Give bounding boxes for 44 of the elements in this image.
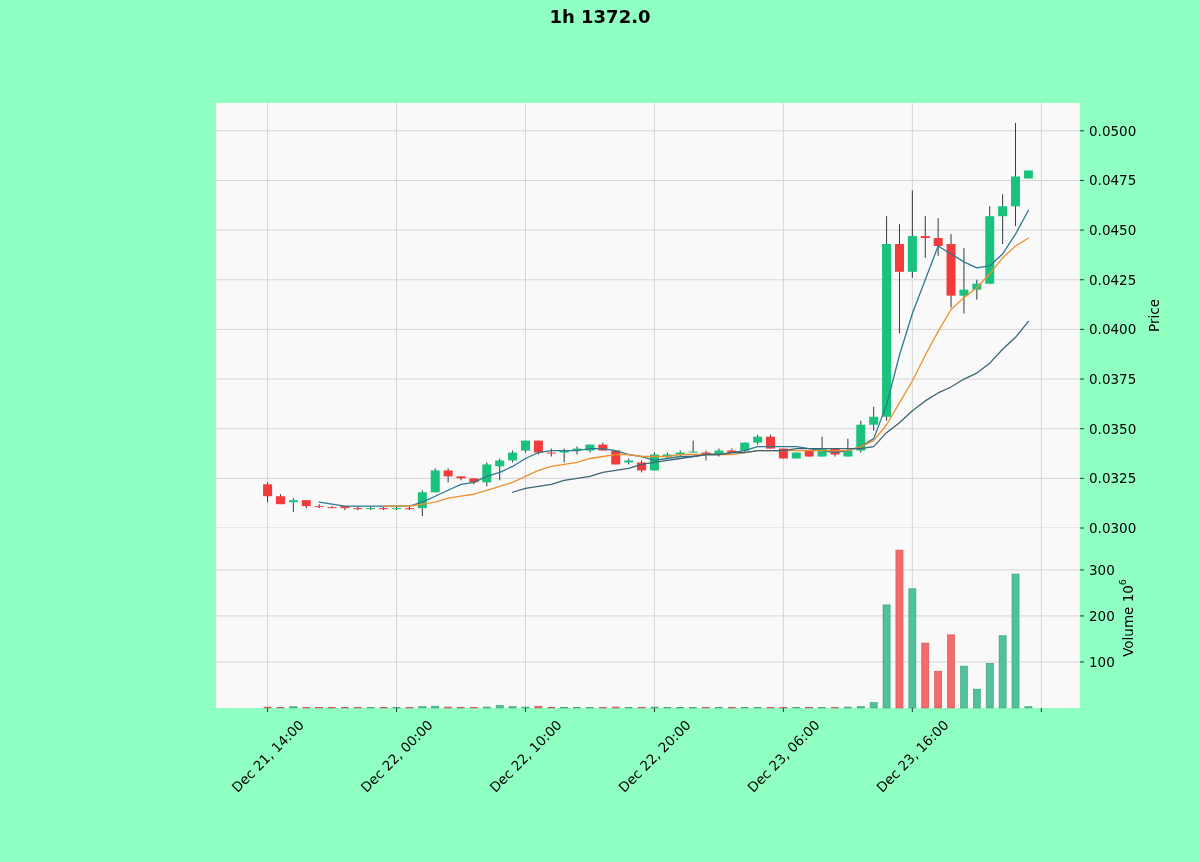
candlestick <box>482 462 492 487</box>
bar <box>908 588 917 709</box>
candlestick <box>456 475 466 481</box>
bar <box>921 642 930 709</box>
y-tick-label: 0.0350 <box>1089 420 1137 437</box>
candlestick <box>959 247 969 314</box>
bar <box>895 549 904 709</box>
bar <box>495 704 504 709</box>
bar <box>947 634 955 709</box>
y-tick-label: 0.0400 <box>1089 321 1137 338</box>
bar <box>960 665 968 709</box>
candlestick <box>843 438 853 457</box>
line-series <box>382 237 1030 507</box>
bar <box>869 702 878 709</box>
bar <box>998 635 1007 709</box>
bar <box>882 604 891 709</box>
y-tick-label: 0.0375 <box>1089 371 1137 388</box>
bar <box>972 688 981 709</box>
chart-title: 1h 1372.0 <box>549 6 651 27</box>
candlestick <box>353 505 363 511</box>
candlestick <box>933 217 943 257</box>
candlestick <box>288 497 298 513</box>
candlestick <box>998 193 1008 245</box>
candlestick <box>443 467 453 483</box>
candlestick <box>263 481 273 503</box>
line-series <box>511 320 1030 493</box>
candlestick <box>327 505 337 509</box>
y-tick-label: 0.0475 <box>1089 172 1137 189</box>
y-tick-label: 0.0325 <box>1089 470 1137 487</box>
y-tick-label: 0.0500 <box>1089 122 1137 139</box>
y-tick-label: 300 <box>1089 561 1115 578</box>
candlestick <box>495 458 505 481</box>
y-axis-title: Price <box>1145 299 1162 332</box>
bar <box>1011 573 1020 709</box>
y-tick-label: 100 <box>1089 653 1115 670</box>
candlestick <box>920 215 930 259</box>
y-tick-label: 0.0300 <box>1089 520 1137 536</box>
bar <box>934 670 942 709</box>
y-tick-label: 0.0450 <box>1089 222 1137 239</box>
y-tick-label: 200 <box>1089 607 1115 624</box>
bar <box>985 663 994 709</box>
y-tick-label: 0.0425 <box>1089 271 1137 288</box>
candlestick <box>688 440 698 453</box>
candlestick <box>869 406 879 432</box>
